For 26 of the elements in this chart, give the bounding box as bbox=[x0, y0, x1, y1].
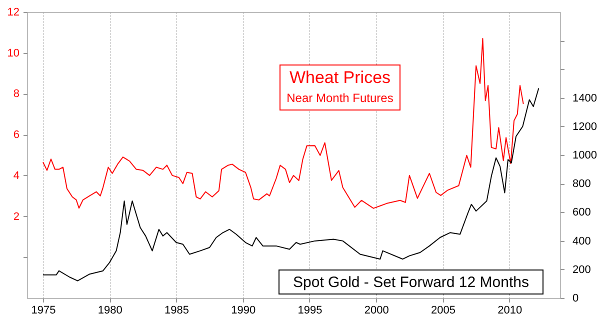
x-tick-label: 2000 bbox=[364, 304, 389, 316]
x-tick-label: 1990 bbox=[231, 304, 256, 316]
y2-tick-label: 0 bbox=[572, 292, 579, 304]
x-tick-label: 1995 bbox=[298, 304, 322, 316]
y2-tick-label: 1400 bbox=[572, 92, 597, 104]
y-tick-label: 6 bbox=[13, 129, 20, 142]
y-tick-label: 2 bbox=[13, 210, 20, 223]
y2-tick-label: 800 bbox=[572, 178, 591, 190]
y-tick-label: 8 bbox=[13, 88, 20, 100]
line-series bbox=[42, 38, 524, 209]
annotation: Near Month Futures bbox=[286, 91, 394, 105]
y-tick-label: 4 bbox=[13, 170, 20, 182]
y2-tick-label: 400 bbox=[572, 235, 591, 248]
y2-tick-label: 600 bbox=[572, 206, 591, 219]
x-tick-label: 1980 bbox=[98, 304, 122, 316]
x-tick-label: 1985 bbox=[164, 304, 189, 316]
x-tick-label: 2010 bbox=[498, 304, 522, 316]
series-label: Spot Gold - Set Forward 12 Months bbox=[293, 274, 529, 291]
y2-tick-label: 1000 bbox=[572, 150, 597, 162]
y-tick-label: 10 bbox=[7, 47, 20, 60]
x-tick-label: 2005 bbox=[431, 304, 456, 316]
x-tick-label: 1975 bbox=[31, 304, 56, 316]
y2-tick-label: 200 bbox=[572, 264, 591, 276]
text: Wheat Prices bbox=[289, 68, 391, 87]
y2-tick-label: 1200 bbox=[572, 120, 597, 133]
y-tick-label: 12 bbox=[7, 6, 20, 18]
